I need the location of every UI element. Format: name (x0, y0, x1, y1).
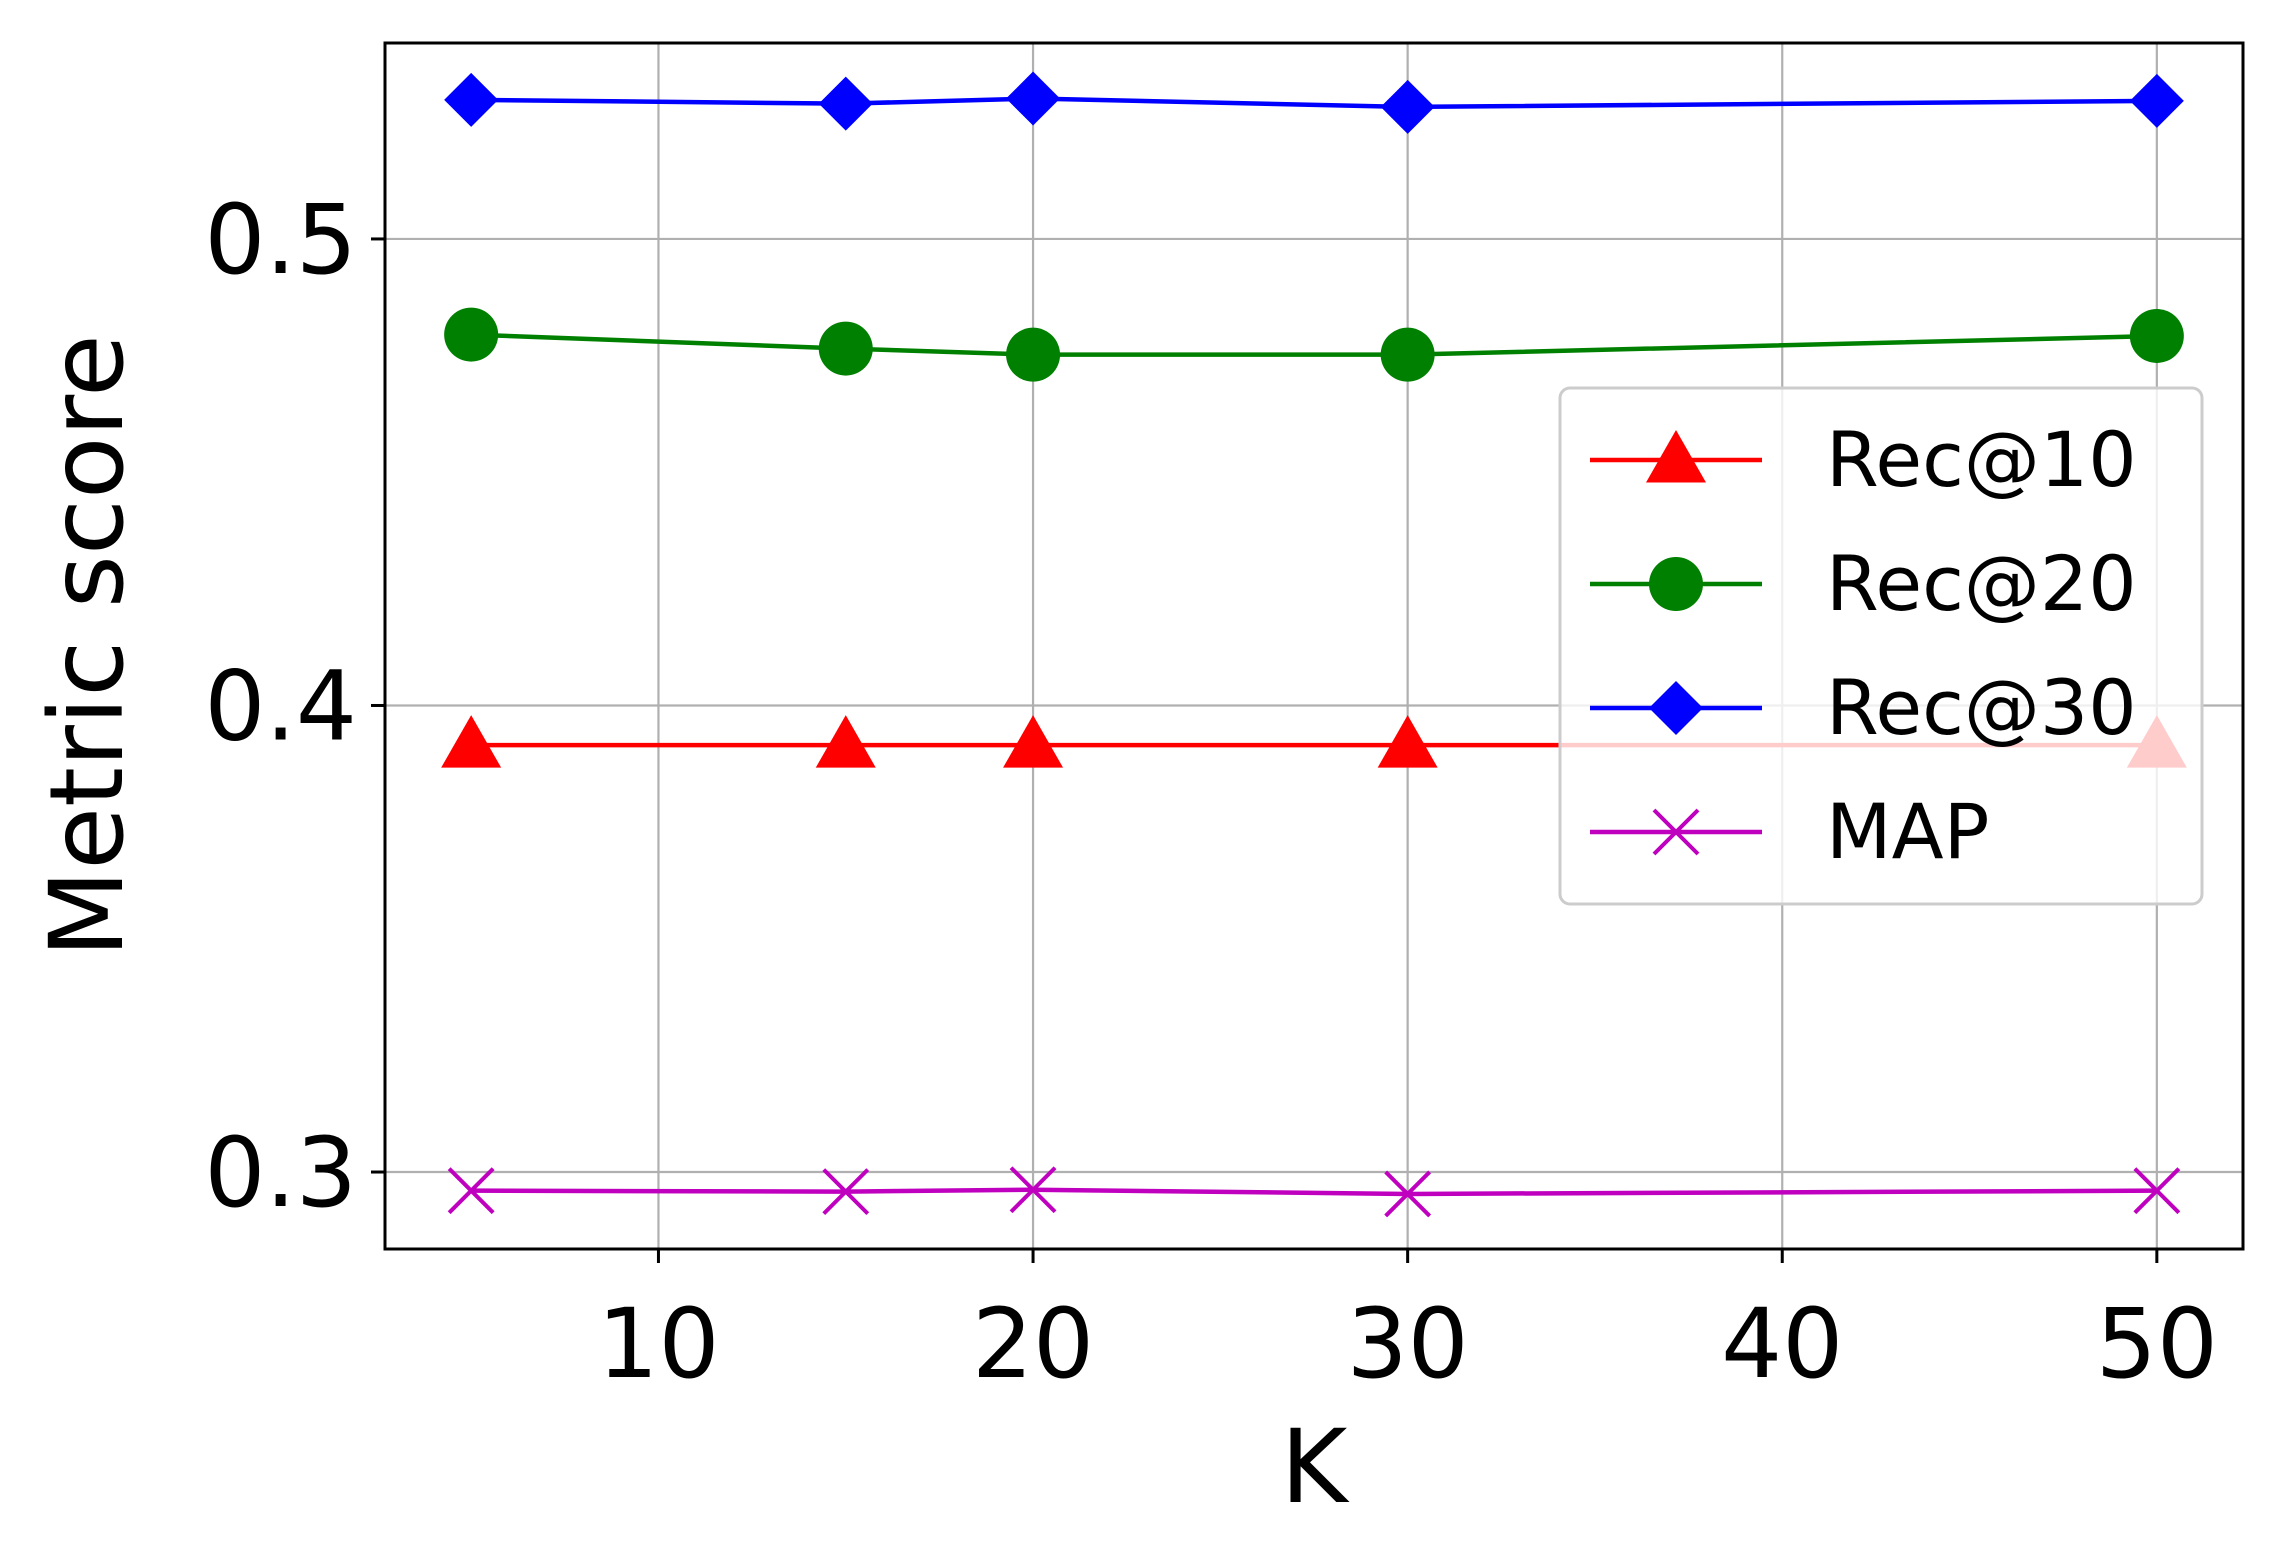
legend-marker (1649, 681, 1703, 735)
x-tick-label: 30 (1347, 1288, 1469, 1400)
legend: Rec@10 Rec@20 Rec@30 MAP (1558, 386, 2204, 906)
legend-label: Rec@30 (1826, 663, 2137, 752)
data-point (1377, 715, 1438, 768)
data-point (818, 76, 873, 131)
x-tick-label: 40 (1721, 1288, 1843, 1400)
legend-box (1558, 386, 2204, 906)
data-point (815, 715, 876, 768)
data-point (444, 307, 499, 362)
y-tick-label: 0.5 (204, 184, 357, 296)
data-point (1006, 327, 1061, 382)
data-point (1384, 1170, 1432, 1218)
legend-marker (1649, 557, 1703, 611)
data-point (1009, 1166, 1057, 1214)
data-point (447, 1167, 495, 1215)
data-point (1006, 71, 1061, 126)
series-markers (441, 71, 2187, 1218)
data-point (2133, 1167, 2181, 1215)
data-point (444, 72, 499, 127)
data-point (2129, 73, 2184, 128)
x-axis-label: K (1281, 1408, 1351, 1527)
data-point (822, 1168, 870, 1216)
y-tick-label: 0.3 (204, 1117, 357, 1229)
data-point (1380, 327, 1435, 382)
x-tick-label: 20 (972, 1288, 1094, 1400)
legend-label: Rec@20 (1826, 539, 2137, 628)
axis-ticks (371, 237, 2159, 1263)
data-point (2129, 308, 2184, 363)
legend-marker (1646, 430, 1706, 483)
y-tick-label: 0.4 (204, 650, 357, 762)
tick-labels: 10 20 30 40 50 0.3 0.4 0.5 (204, 184, 2218, 1400)
data-point (818, 321, 873, 376)
plot-frame (383, 41, 2245, 1251)
data-point (441, 715, 502, 768)
legend-marker (1652, 808, 1700, 856)
x-tick-label: 10 (597, 1288, 719, 1400)
legend-label: MAP (1826, 787, 1989, 876)
data-point (1003, 715, 1064, 768)
y-axis-label: Metric score (28, 334, 147, 958)
data-point (1380, 79, 1435, 134)
x-tick-label: 50 (2096, 1288, 2218, 1400)
legend-label: Rec@10 (1826, 415, 2137, 504)
